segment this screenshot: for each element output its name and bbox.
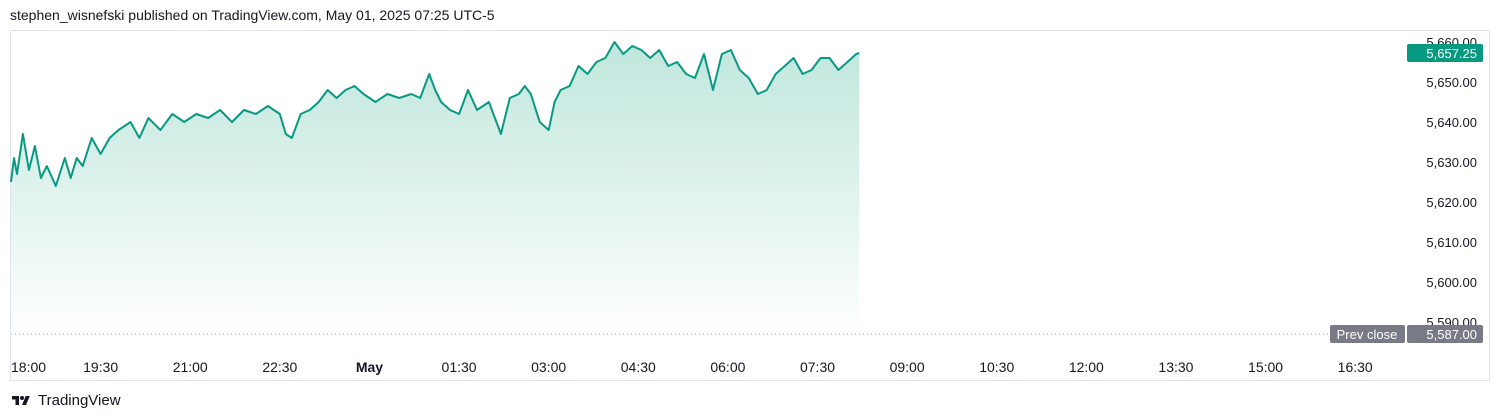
y-tick-label: 5,630.00	[1426, 155, 1477, 170]
x-tick-label: 16:30	[1338, 359, 1373, 375]
y-tick-label: 5,650.00	[1426, 75, 1477, 90]
y-tick-label: 5,610.00	[1426, 235, 1477, 250]
price-line	[10, 41, 860, 187]
prev-close-tag	[1330, 325, 1405, 343]
x-tick-label: 12:00	[1069, 359, 1104, 375]
price-area-fill	[11, 42, 860, 334]
x-tick-label: May	[356, 359, 383, 375]
prev-close-value-badge	[1407, 325, 1483, 343]
x-tick-label: 07:30	[800, 359, 835, 375]
x-tick-label: 15:00	[1248, 359, 1283, 375]
footer-brand: TradingView	[38, 392, 121, 409]
current-price-badge	[1407, 44, 1483, 62]
x-tick-label: 01:30	[442, 359, 477, 375]
x-tick-label: 18:00	[11, 359, 46, 375]
x-tick-label: 06:00	[710, 359, 745, 375]
current-price-label: 5,657.25	[1426, 46, 1477, 61]
y-tick-label: 5,620.00	[1426, 195, 1477, 210]
x-tick-label: 09:00	[890, 359, 925, 375]
prev-close-value-label: 5,587.00	[1426, 327, 1477, 342]
tradingview-logo-icon	[12, 395, 30, 405]
publication-header: stephen_wisnefski published on TradingVi…	[10, 7, 495, 23]
prev-close-tag-label: Prev close	[1337, 327, 1398, 342]
x-tick-label: 13:30	[1158, 359, 1193, 375]
x-tick-label: 04:30	[621, 359, 656, 375]
x-tick-label: 10:30	[979, 359, 1014, 375]
x-tick-label: 21:00	[173, 359, 208, 375]
x-tick-label: 22:30	[262, 359, 297, 375]
x-tick-label: 03:00	[531, 359, 566, 375]
x-tick-label: 19:30	[83, 359, 118, 375]
y-axis: 5,590.005,600.005,610.005,620.005,630.00…	[1426, 35, 1477, 330]
y-tick-label: 5,640.00	[1426, 115, 1477, 130]
chart-frame	[10, 30, 1490, 381]
x-axis: 18:00 19:30 21:00 22:30 May 01:30 03:00 04:30 06…	[11, 359, 1373, 375]
y-tick-label: 5,600.00	[1426, 275, 1477, 290]
footer: TradingView	[10, 392, 121, 409]
